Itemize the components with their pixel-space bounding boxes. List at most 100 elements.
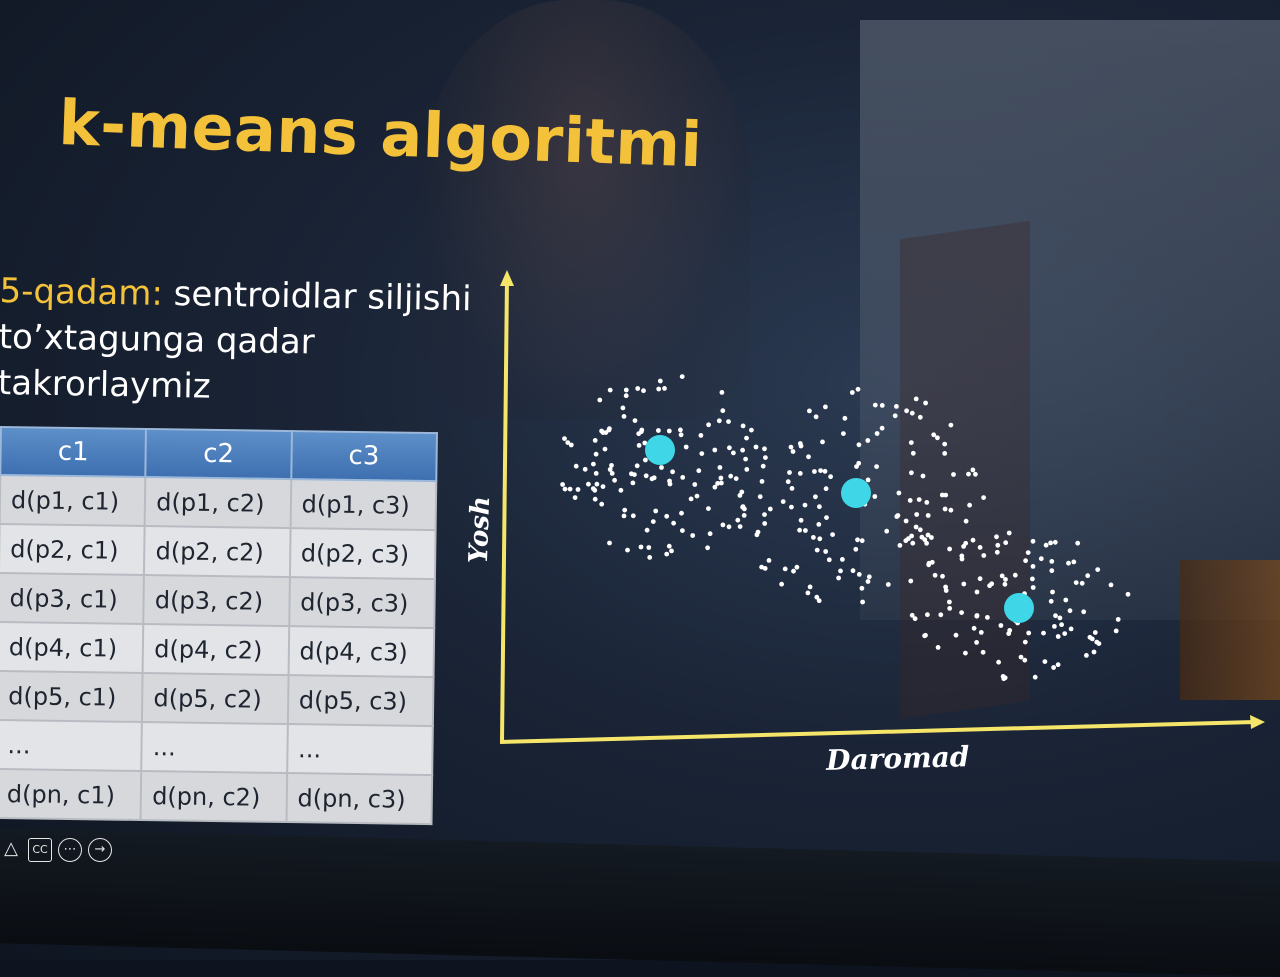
data-point (917, 414, 923, 420)
data-point (1067, 608, 1073, 614)
data-point (741, 513, 747, 518)
data-point (818, 468, 823, 473)
data-point (947, 546, 952, 552)
data-point (733, 476, 739, 481)
data-point (754, 532, 760, 538)
table-cell: d(pn, c3) (286, 773, 433, 825)
table-cell: d(p1, c3) (290, 479, 437, 531)
warning-icon[interactable]: △ (4, 838, 18, 859)
data-point (1068, 626, 1074, 632)
data-point (1108, 582, 1114, 588)
data-point (932, 572, 938, 578)
data-point (803, 528, 808, 533)
data-point (961, 581, 967, 587)
data-point (974, 640, 979, 645)
data-point (643, 457, 648, 463)
data-point (842, 415, 848, 421)
data-point (872, 402, 878, 408)
data-point (1038, 556, 1044, 562)
data-point (879, 403, 885, 408)
data-point (841, 431, 846, 436)
data-point (630, 480, 636, 486)
data-point (717, 465, 723, 470)
data-point (669, 548, 674, 554)
data-point (779, 581, 784, 587)
data-point (981, 553, 987, 558)
data-point (813, 414, 819, 420)
data-point (664, 551, 670, 557)
closed-captions-icon[interactable]: CC (28, 838, 52, 862)
column-header: c3 (290, 431, 437, 482)
wall-reflection (860, 20, 1280, 620)
data-point (671, 520, 676, 526)
data-point (623, 393, 629, 399)
data-point (632, 418, 638, 423)
data-point (994, 534, 999, 540)
data-point (749, 427, 754, 433)
data-point (1023, 558, 1028, 564)
column-header: c2 (145, 429, 292, 480)
data-point (649, 476, 655, 482)
data-point (923, 400, 928, 406)
data-point (872, 494, 878, 499)
table-row: d(p4, c1) d(p4, c2) d(p4, c3) (0, 621, 435, 678)
data-point (1055, 662, 1061, 668)
data-point (647, 555, 653, 560)
data-point (824, 515, 829, 520)
data-point (920, 473, 926, 479)
data-point (568, 442, 574, 448)
table-cell: d(p5, c3) (287, 675, 434, 727)
data-point (980, 649, 986, 655)
data-point (947, 599, 952, 605)
next-icon[interactable]: → (88, 838, 112, 862)
data-point (907, 498, 913, 503)
table-cell: d(p3, c1) (0, 572, 145, 625)
data-point (788, 444, 794, 450)
data-point (582, 466, 588, 472)
table-cell: d(p5, c2) (142, 673, 289, 725)
data-point (865, 438, 871, 443)
data-point (817, 504, 822, 510)
data-point (896, 490, 902, 496)
data-point (607, 387, 613, 393)
data-point (739, 489, 745, 495)
data-point (712, 447, 718, 453)
data-point (759, 479, 765, 484)
data-point (820, 439, 825, 445)
data-point (816, 598, 822, 604)
data-point (811, 535, 816, 540)
more-options-icon[interactable]: ⋯ (58, 838, 82, 862)
data-point (666, 543, 672, 549)
data-point (715, 481, 720, 486)
data-point (977, 576, 983, 582)
data-point (609, 471, 615, 476)
data-point (1026, 630, 1032, 636)
data-point (753, 444, 759, 450)
data-point (1075, 540, 1081, 546)
data-point (743, 456, 748, 462)
data-point (1071, 559, 1077, 565)
data-point (938, 612, 944, 618)
data-point (606, 427, 612, 433)
data-point (560, 482, 565, 487)
x-axis-arrow (1250, 715, 1265, 729)
data-point (592, 487, 598, 493)
data-point (947, 606, 953, 611)
data-point (865, 579, 871, 584)
x-axis (499, 720, 1256, 744)
data-point (823, 486, 829, 492)
data-point (830, 532, 835, 537)
data-point (1003, 540, 1009, 546)
data-point (794, 564, 800, 570)
y-axis (500, 277, 509, 743)
data-point (826, 557, 832, 563)
data-point (856, 442, 862, 448)
data-point (970, 537, 976, 543)
table-cell: d(p5, c1) (0, 670, 143, 723)
data-point (924, 540, 929, 546)
table-cell: d(p4, c3) (288, 626, 435, 678)
data-point (680, 528, 685, 533)
data-point (1081, 609, 1087, 615)
data-point (1057, 615, 1063, 621)
data-point (760, 463, 766, 469)
